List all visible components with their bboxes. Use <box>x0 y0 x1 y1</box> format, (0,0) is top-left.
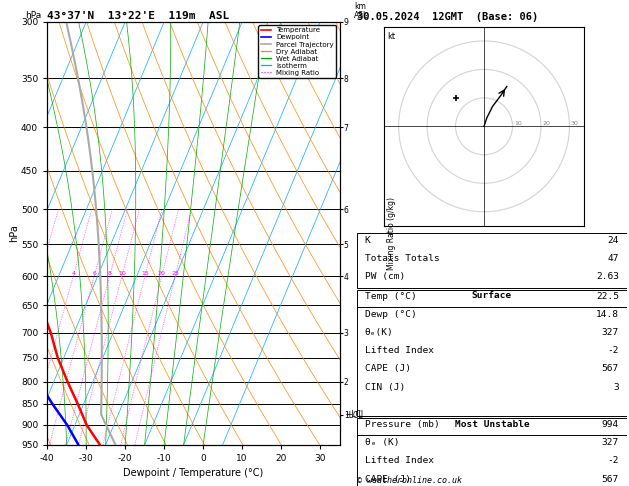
Text: hPa: hPa <box>25 11 42 20</box>
Text: 22.5: 22.5 <box>596 292 619 301</box>
Text: CAPE (J): CAPE (J) <box>365 364 411 373</box>
Text: θₑ (K): θₑ (K) <box>365 438 399 447</box>
Text: PW (cm): PW (cm) <box>365 272 405 281</box>
Text: CAPE (J): CAPE (J) <box>365 474 411 484</box>
Text: 25: 25 <box>171 271 179 276</box>
Text: © weatheronline.co.uk: © weatheronline.co.uk <box>357 475 462 485</box>
Text: Temp (°C): Temp (°C) <box>365 292 416 301</box>
X-axis label: Dewpoint / Temperature (°C): Dewpoint / Temperature (°C) <box>123 469 264 478</box>
Bar <box>357 233 627 288</box>
Text: 4: 4 <box>71 271 75 276</box>
Text: kt: kt <box>387 33 396 41</box>
Text: K: K <box>365 236 370 245</box>
Text: CIN (J): CIN (J) <box>365 382 405 392</box>
Text: Most Unstable: Most Unstable <box>455 419 529 429</box>
Text: Dewp (°C): Dewp (°C) <box>365 310 416 319</box>
Text: -2: -2 <box>608 456 619 466</box>
Text: 327: 327 <box>602 328 619 337</box>
Legend: Temperature, Dewpoint, Parcel Trajectory, Dry Adiabat, Wet Adiabat, Isotherm, Mi: Temperature, Dewpoint, Parcel Trajectory… <box>259 25 336 78</box>
Text: 327: 327 <box>602 438 619 447</box>
Text: 567: 567 <box>602 474 619 484</box>
Text: 20: 20 <box>158 271 165 276</box>
Text: ←LCL: ←LCL <box>345 410 365 419</box>
Text: 24: 24 <box>608 236 619 245</box>
Text: Pressure (mb): Pressure (mb) <box>365 420 440 429</box>
Text: Totals Totals: Totals Totals <box>365 254 440 263</box>
Text: km
ASL: km ASL <box>354 2 369 20</box>
Text: Lifted Index: Lifted Index <box>365 456 434 466</box>
Text: Surface: Surface <box>472 291 512 300</box>
Text: 10: 10 <box>118 271 126 276</box>
Text: 30.05.2024  12GMT  (Base: 06): 30.05.2024 12GMT (Base: 06) <box>357 12 538 22</box>
Y-axis label: Mixing Ratio (g/kg): Mixing Ratio (g/kg) <box>387 197 396 270</box>
Text: 43°37'N  13°22'E  119m  ASL: 43°37'N 13°22'E 119m ASL <box>47 11 230 21</box>
Text: 47: 47 <box>608 254 619 263</box>
Y-axis label: hPa: hPa <box>9 225 19 242</box>
Text: 30: 30 <box>571 121 579 126</box>
Bar <box>357 418 627 486</box>
Text: 14.8: 14.8 <box>596 310 619 319</box>
Text: 994: 994 <box>602 420 619 429</box>
Text: 6: 6 <box>92 271 96 276</box>
Text: 15: 15 <box>141 271 149 276</box>
Text: θₑ(K): θₑ(K) <box>365 328 394 337</box>
Text: 2.63: 2.63 <box>596 272 619 281</box>
Text: 20: 20 <box>542 121 550 126</box>
Text: 8: 8 <box>108 271 111 276</box>
Text: Lifted Index: Lifted Index <box>365 346 434 355</box>
Text: 567: 567 <box>602 364 619 373</box>
Bar <box>357 290 627 416</box>
Text: -2: -2 <box>608 346 619 355</box>
Text: 10: 10 <box>514 121 521 126</box>
Text: 3: 3 <box>613 382 619 392</box>
